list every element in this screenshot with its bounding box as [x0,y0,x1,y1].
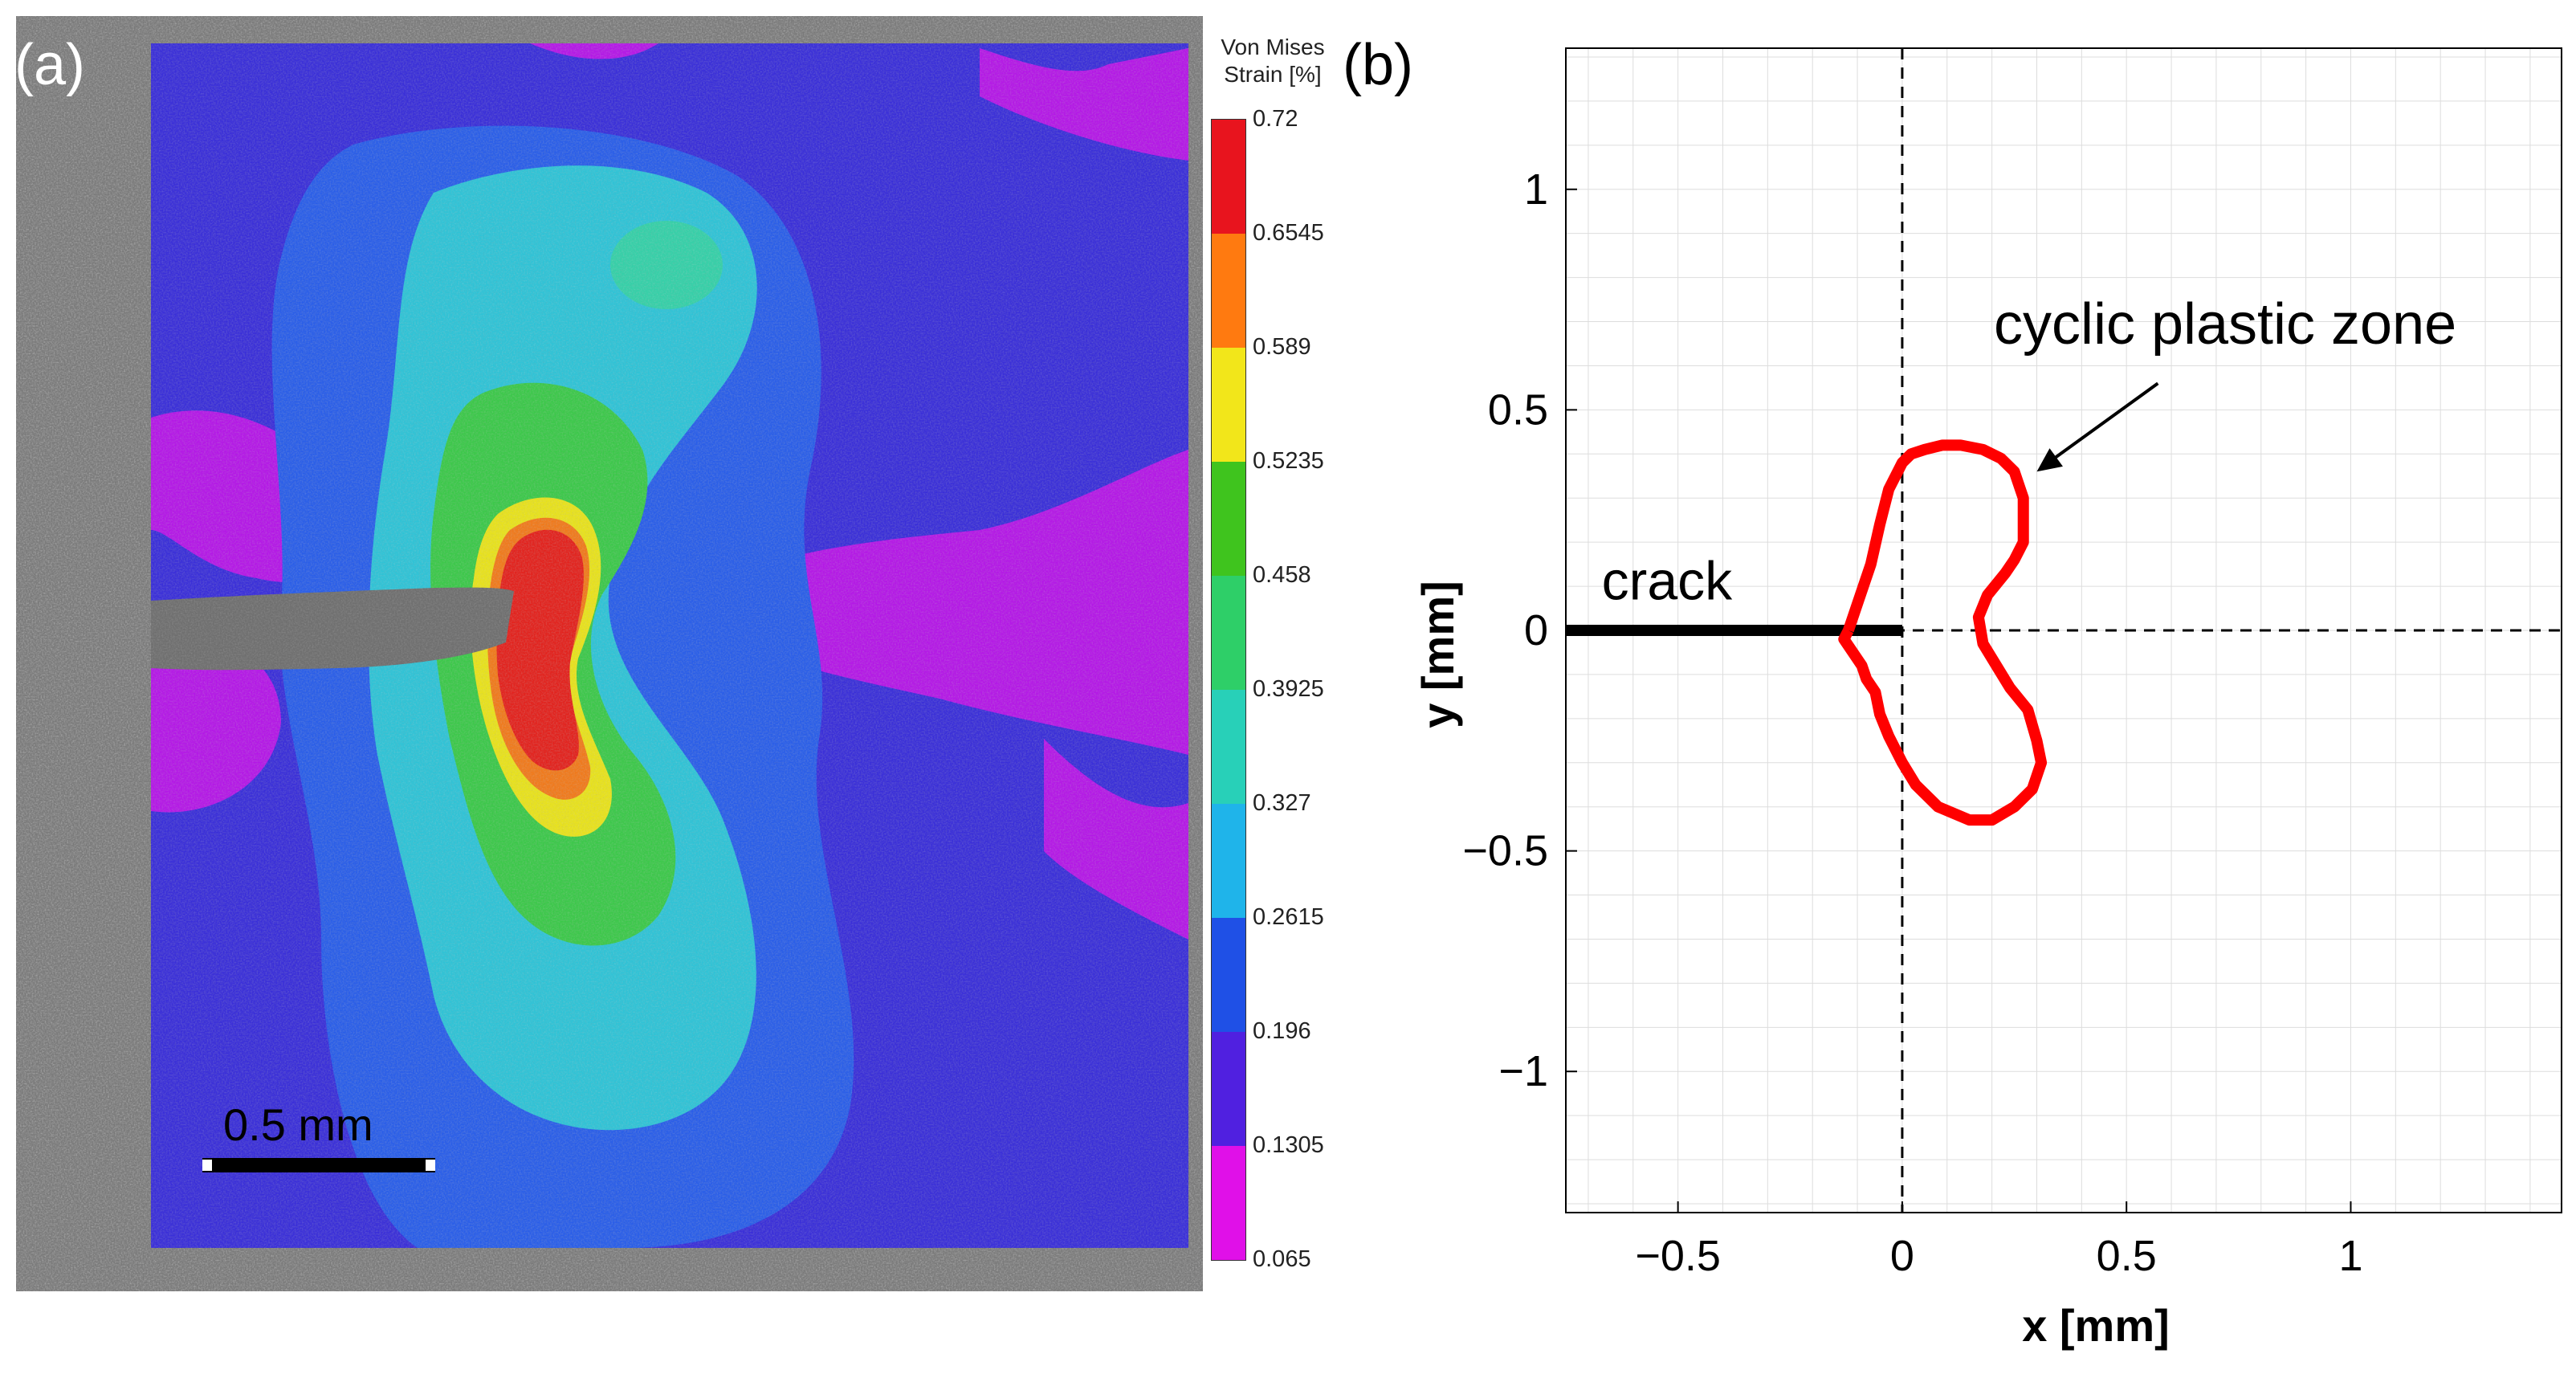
colorbar-title-line1: Von Mises [1221,35,1325,59]
colorbar-tick-label: 0.1305 [1253,1132,1324,1158]
colorbar-tick-label: 0.2615 [1253,904,1324,930]
x-axis-label: x [mm] [2022,1300,2170,1351]
colorbar-segment [1212,120,1245,234]
colorbar-tick-label: 0.458 [1253,562,1311,588]
y-axis-label: y [mm] [1412,581,1463,728]
colorbar-segment [1212,462,1245,576]
x-tick-label: 1 [2338,1232,2362,1280]
colorbar-segment [1212,348,1245,462]
strain-field [151,43,1188,1248]
colorbar-tick-label: 0.065 [1253,1246,1311,1272]
colorbar-segment [1212,234,1245,348]
colorbar-tick-label: 0.589 [1253,334,1311,360]
colorbar-segment [1212,576,1245,690]
strain-field-image: 0.5 mm [16,16,1203,1291]
crack-annotation: crack [1602,551,1733,612]
plastic-zone-chart: −0.5 0 0.5 1 1 0.5 0 −0.5 −1 x [mm] y [mm] crack cyc… [1365,0,2576,1374]
colorbar-segment [1212,918,1245,1032]
panel-label-b: (b) [1343,33,1413,97]
colorbar-tick-label: 0.6545 [1253,220,1324,246]
colorbar-segment [1212,804,1245,918]
annotation-arrowhead [2036,448,2063,472]
panel-label-a: (a) [14,33,85,97]
y-tick-label: −0.5 [1462,827,1548,875]
colorbar [1211,119,1246,1261]
colorbar-tick-label: 0.327 [1253,790,1311,816]
colorbar-segment [1212,690,1245,804]
colorbar-tick-label: 0.5235 [1253,448,1324,474]
colorbar-tick-label: 0.3925 [1253,676,1324,702]
x-tick-label: 0 [1890,1232,1914,1280]
x-tick-label: −0.5 [1635,1232,1721,1280]
colorbar-tick-label: 0.72 [1253,106,1298,132]
colorbar-title-line2: Strain [%] [1224,62,1322,87]
colorbar-segment [1212,1146,1245,1260]
annotation-arrow [2044,381,2159,467]
y-tick-label: 0 [1524,606,1548,654]
scale-bar-label: 0.5 mm [223,1099,373,1150]
strain-contour-map: 0.5 mm [16,16,1203,1291]
y-tick-label: 0.5 [1488,385,1548,434]
chart-svg: −0.5 0 0.5 1 1 0.5 0 −0.5 −1 x [mm] y [mm] crack cyc… [1412,47,2562,1351]
y-tick-label: −1 [1498,1047,1548,1095]
y-tick-label: 1 [1524,165,1548,214]
plastic-zone-contour [1838,439,2048,826]
plastic-zone-annotation: cyclic plastic zone [1994,292,2456,357]
colorbar-title: Von Mises Strain [%] [1204,34,1341,88]
scale-bar [202,1158,435,1172]
colorbar-tick-label: 0.196 [1253,1018,1311,1044]
colorbar-segment [1212,1032,1245,1146]
x-tick-label: 0.5 [2097,1232,2157,1280]
